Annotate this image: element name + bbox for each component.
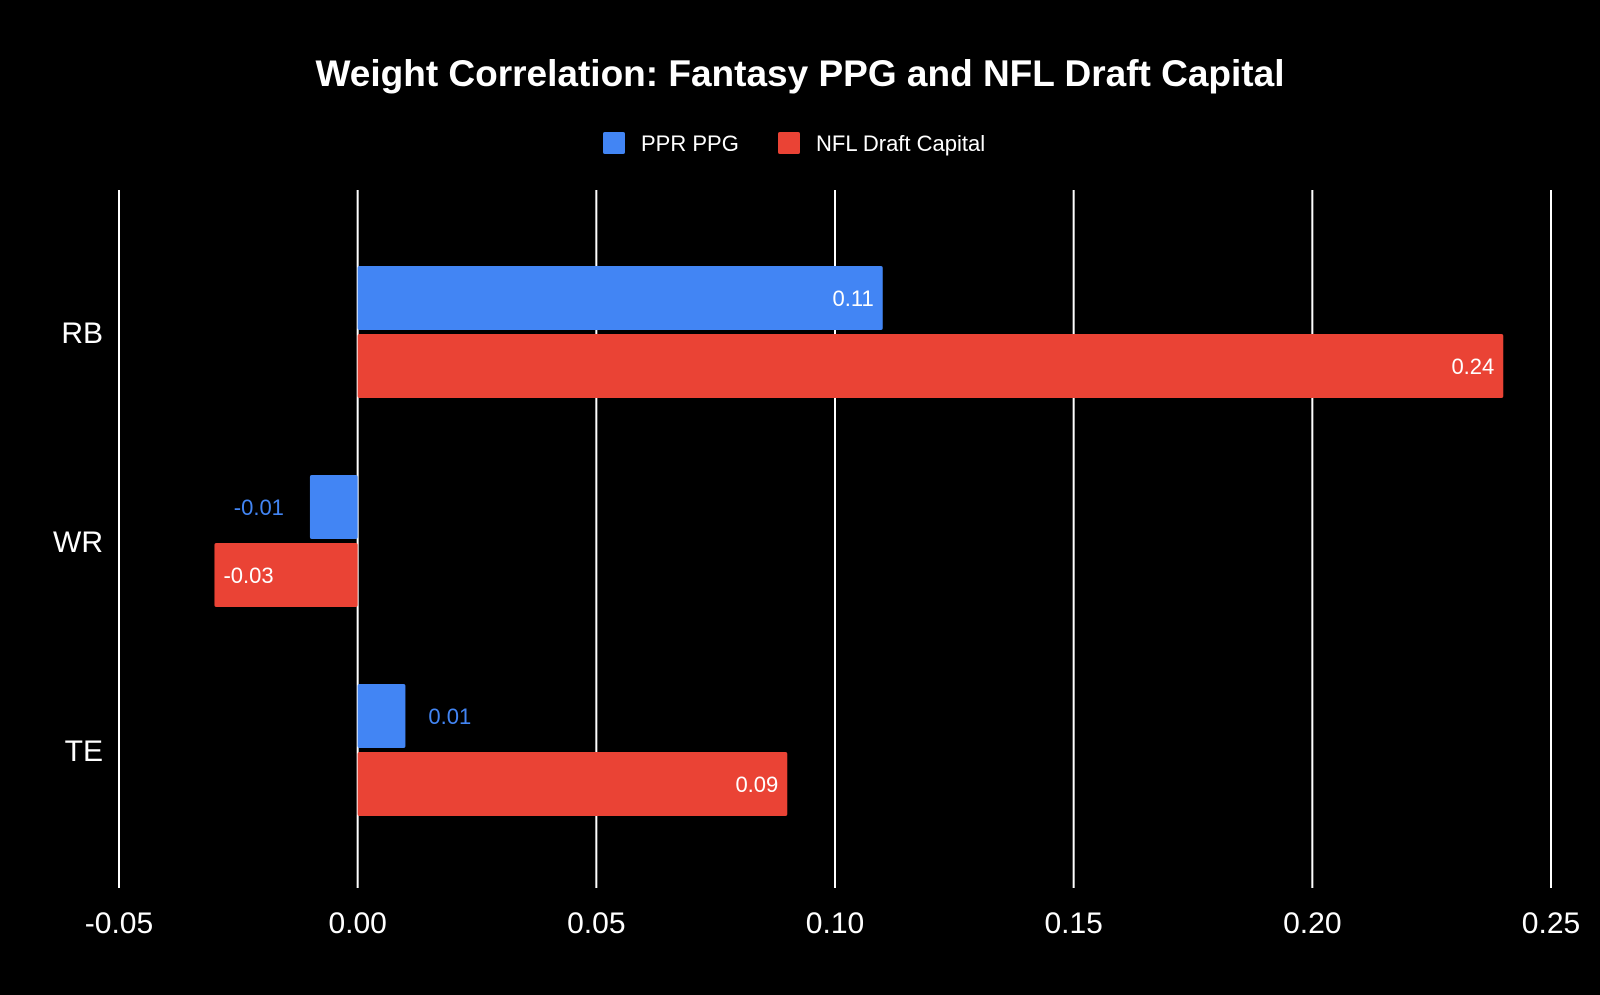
category-labels: RB WR TE xyxy=(53,317,103,768)
bars xyxy=(214,266,1504,816)
legend-swatch-ppr-ppg xyxy=(603,132,625,154)
legend-label-ppr-ppg: PPR PPG xyxy=(641,131,739,156)
legend-label-nfl-draft-capital: NFL Draft Capital xyxy=(816,131,985,156)
bar-rb-nfl-draft-capital[interactable] xyxy=(357,334,1504,398)
legend-item-ppr-ppg[interactable]: PPR PPG xyxy=(603,131,739,156)
x-tick-label: 0.10 xyxy=(806,907,864,940)
chart-title: Weight Correlation: Fantasy PPG and NFL … xyxy=(316,53,1285,94)
legend-item-nfl-draft-capital[interactable]: NFL Draft Capital xyxy=(778,131,985,156)
legend-swatch-nfl-draft-capital xyxy=(778,132,800,154)
bar-labels: 0.11 0.24 -0.01 -0.03 0.01 0.09 xyxy=(223,286,1494,797)
bar-te-ppr-ppg[interactable] xyxy=(357,684,406,748)
x-tick-label: 0.05 xyxy=(567,907,625,940)
data-label-rb-nfl-draft-capital: 0.24 xyxy=(1451,354,1494,379)
data-label-wr-ppr-ppg: -0.01 xyxy=(234,495,284,520)
data-label-te-nfl-draft-capital: 0.09 xyxy=(735,772,778,797)
x-tick-labels: -0.05 0.00 0.05 0.10 0.15 0.20 0.25 xyxy=(85,907,1580,940)
bar-rb-ppr-ppg[interactable] xyxy=(357,266,883,330)
data-label-wr-nfl-draft-capital: -0.03 xyxy=(223,563,273,588)
category-label-wr: WR xyxy=(53,526,103,559)
x-tick-label: 0.00 xyxy=(328,907,386,940)
bar-wr-ppr-ppg[interactable] xyxy=(309,475,358,539)
category-label-te: TE xyxy=(65,735,103,768)
legend: PPR PPG NFL Draft Capital xyxy=(603,131,985,156)
category-label-rb: RB xyxy=(61,317,103,350)
x-tick-label: 0.20 xyxy=(1283,907,1341,940)
bar-wr-nfl-draft-capital[interactable] xyxy=(214,543,358,607)
data-label-rb-ppr-ppg: 0.11 xyxy=(833,286,874,311)
x-tick-label: 0.15 xyxy=(1044,907,1102,940)
x-tick-label: 0.25 xyxy=(1522,907,1580,940)
data-label-te-ppr-ppg: 0.01 xyxy=(428,704,471,729)
bar-te-nfl-draft-capital[interactable] xyxy=(357,752,788,816)
x-tick-label: -0.05 xyxy=(85,907,153,940)
